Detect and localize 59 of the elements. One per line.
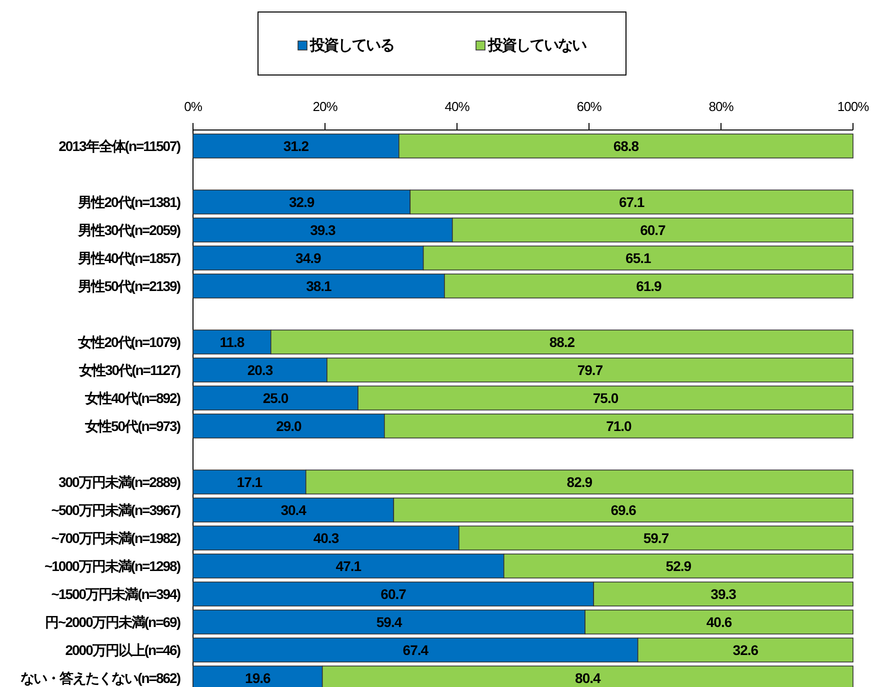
data-label: 31.2 (283, 138, 310, 154)
y-tick-label: 男性40代(n=1857) (77, 250, 180, 266)
data-label: 60.7 (640, 222, 666, 238)
data-label: 59.7 (643, 530, 670, 546)
x-tick-label: 60% (576, 99, 602, 114)
data-label: 75.0 (592, 390, 619, 406)
x-tick-label: 40% (444, 99, 470, 114)
data-label: 40.3 (313, 530, 340, 546)
data-label: 52.9 (666, 558, 692, 574)
data-label: 19.6 (245, 670, 272, 686)
data-label: 79.7 (577, 362, 604, 378)
data-label: 67.4 (402, 642, 429, 658)
legend-label: 投資している (309, 37, 394, 54)
y-tick-label: 2013年全体(n=11507) (58, 138, 180, 154)
data-label: 11.8 (220, 334, 245, 350)
data-label: 30.4 (280, 502, 307, 518)
y-tick-label: ~700万円未満(n=1982) (51, 530, 180, 546)
data-label: 59.4 (376, 614, 402, 630)
data-label: 69.6 (610, 502, 637, 518)
data-label: 68.8 (613, 138, 640, 154)
x-tick-label: 0% (184, 99, 203, 114)
y-tick-label: ~500万円未満(n=3967) (51, 502, 180, 518)
legend-label: 投資していない (487, 37, 587, 54)
y-tick-label: 女性50代(n=973) (84, 418, 180, 434)
y-tick-label: 女性40代(n=892) (84, 390, 180, 406)
data-label: 20.3 (247, 362, 274, 378)
data-label: 71.0 (606, 418, 632, 434)
data-label: 38.1 (306, 278, 332, 294)
y-tick-label: 2000万円以上(n=46) (65, 642, 180, 658)
x-tick-label: 80% (708, 99, 734, 114)
data-label: 80.4 (575, 670, 602, 686)
data-label: 65.1 (626, 250, 652, 266)
data-label: 40.6 (706, 614, 732, 630)
y-tick-label: 女性30代(n=1127) (78, 362, 180, 378)
data-label: 88.2 (549, 334, 576, 350)
y-tick-label: 男性20代(n=1381) (77, 194, 180, 210)
y-tick-label: ない・答えたくない(n=862) (20, 670, 180, 686)
x-tick-label: 20% (312, 99, 338, 114)
data-label: 32.9 (288, 194, 315, 210)
data-label: 39.3 (710, 586, 737, 602)
x-tick-label: 100% (837, 99, 870, 114)
data-label: 34.9 (296, 250, 322, 266)
data-label: 82.9 (566, 474, 593, 490)
data-label: 17.1 (236, 474, 263, 490)
data-label: 67.1 (618, 194, 645, 210)
data-label: 25.0 (262, 390, 289, 406)
data-label: 32.6 (732, 642, 759, 658)
y-tick-label: ~1500万円未満(n=394) (51, 586, 180, 602)
y-tick-label: ~1000万円未満(n=1298) (44, 558, 180, 574)
data-label: 47.1 (336, 558, 362, 574)
y-tick-label: 男性30代(n=2059) (77, 222, 180, 238)
data-label: 60.7 (380, 586, 407, 602)
y-tick-label: 円~2000万円未満(n=69) (45, 614, 180, 630)
y-tick-label: 300万円未満(n=2889) (58, 474, 180, 490)
data-label: 39.3 (310, 222, 336, 238)
y-tick-label: 女性20代(n=1079) (77, 334, 180, 350)
y-tick-label: 男性50代(n=2139) (77, 278, 180, 294)
data-label: 29.0 (276, 418, 302, 434)
data-label: 61.9 (636, 278, 662, 294)
